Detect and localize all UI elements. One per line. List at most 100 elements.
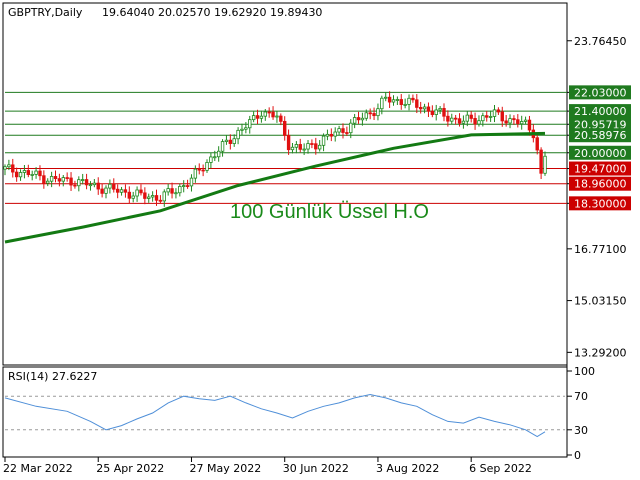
candle-body-77	[302, 148, 306, 151]
candle-body-118	[461, 120, 466, 124]
candle-body-12	[49, 176, 54, 182]
candle-body-124	[485, 115, 489, 118]
price-tick-label-5: 20.00000	[574, 147, 627, 160]
candle-body-96	[376, 108, 380, 117]
candle-body-51	[201, 169, 205, 172]
candle-body-52	[205, 162, 209, 171]
candle-body-69	[271, 111, 275, 118]
candle-body-83	[325, 133, 330, 137]
candle-body-30	[119, 189, 124, 193]
price-tick-label-4: 20.58976	[574, 129, 627, 142]
date-tick-label-2: 27 May 2022	[189, 462, 261, 475]
candle-body-4	[18, 172, 23, 178]
price-label-box-2	[569, 104, 631, 119]
candle-body-111	[434, 109, 438, 115]
candle-body-93	[364, 112, 368, 119]
candle-body-80	[314, 143, 318, 150]
candle-body-75	[294, 144, 299, 148]
candle-body-37	[147, 196, 151, 199]
candle-body-16	[65, 177, 69, 179]
candle-body-25	[100, 188, 104, 194]
candle-body-107	[418, 107, 423, 110]
price-label-box-8	[569, 196, 631, 211]
candle-body-139	[543, 155, 547, 174]
candle-body-86	[337, 128, 341, 133]
candle-body-54	[213, 156, 217, 159]
candle-body-45	[178, 186, 182, 194]
candle-body-132	[516, 119, 520, 125]
candle-body-127	[496, 109, 501, 113]
candle-body-9	[38, 170, 42, 177]
candle-body-40	[158, 199, 163, 202]
candle-body-1	[7, 164, 11, 168]
candle-body-123	[481, 115, 485, 122]
candle-body-97	[380, 97, 384, 110]
candle-body-100	[391, 99, 396, 103]
candle-body-20	[80, 179, 85, 181]
candle-body-14	[57, 178, 62, 182]
candle-body-21	[84, 179, 89, 186]
price-tick-label-0: 23.76450	[574, 35, 627, 48]
rsi-tick-label-3: 0	[574, 449, 581, 462]
candle-body-65	[255, 115, 260, 119]
price-tick-label-1: 22.03000	[574, 86, 627, 99]
candle-body-31	[123, 189, 128, 193]
candle-body-87	[341, 128, 345, 133]
candle-body-7	[30, 174, 34, 176]
candle-body-15	[61, 177, 65, 182]
candle-body-84	[329, 133, 334, 137]
candle-body-43	[170, 188, 174, 194]
candle-body-79	[310, 143, 314, 145]
date-tick-label-1: 25 Apr 2022	[96, 462, 164, 475]
candle-body-71	[279, 115, 283, 122]
candle-body-130	[508, 118, 512, 124]
candle-body-135	[527, 119, 532, 131]
candle-body-112	[438, 108, 442, 111]
candle-body-131	[512, 118, 516, 121]
candle-body-134	[523, 119, 528, 122]
candle-body-117	[457, 118, 462, 124]
candle-body-46	[182, 185, 186, 187]
price-tick-label-11: 13.29200	[574, 346, 627, 359]
candle-body-74	[290, 146, 295, 151]
candle-body-76	[298, 144, 302, 150]
candle-body-109	[426, 106, 431, 112]
price-label-box-3	[569, 117, 631, 132]
candle-body-60	[236, 129, 240, 140]
candle-body-56	[220, 141, 225, 152]
candle-body-18	[73, 184, 77, 187]
candle-body-103	[403, 103, 407, 106]
chart-header-ohlc: 19.64040 20.02570 19.62920 19.89430	[102, 6, 322, 19]
candle-body-72	[283, 120, 287, 136]
candle-body-116	[453, 117, 458, 120]
price-label-box-1	[569, 85, 631, 100]
price-tick-label-9: 16.77100	[574, 243, 627, 256]
price-label-box-7	[569, 176, 631, 191]
candle-body-6	[26, 170, 31, 175]
candle-body-85	[333, 131, 337, 137]
candle-body-33	[131, 195, 135, 199]
candle-body-29	[115, 188, 120, 193]
candle-body-89	[349, 122, 353, 134]
candle-body-34	[135, 189, 139, 197]
candle-body-133	[519, 121, 524, 125]
candle-body-126	[492, 109, 497, 117]
chart-header-symbol: GBPTRY,Daily	[8, 6, 83, 19]
candle-body-58	[228, 139, 233, 144]
candle-body-67	[263, 111, 267, 117]
rsi-line	[4, 393, 546, 438]
candle-body-137	[535, 137, 539, 151]
candle-body-120	[469, 114, 473, 119]
price-tick-label-7: 18.96000	[574, 178, 627, 191]
date-tick-label-0: 22 Mar 2022	[3, 462, 73, 475]
candle-body-121	[473, 118, 477, 125]
candle-body-70	[275, 115, 279, 118]
candle-body-129	[504, 120, 508, 124]
candle-body-78	[306, 143, 310, 150]
candle-body-39	[154, 195, 159, 201]
candle-body-22	[88, 184, 93, 187]
candle-body-105	[411, 97, 415, 101]
candle-body-63	[248, 119, 252, 129]
candle-body-125	[488, 116, 493, 118]
